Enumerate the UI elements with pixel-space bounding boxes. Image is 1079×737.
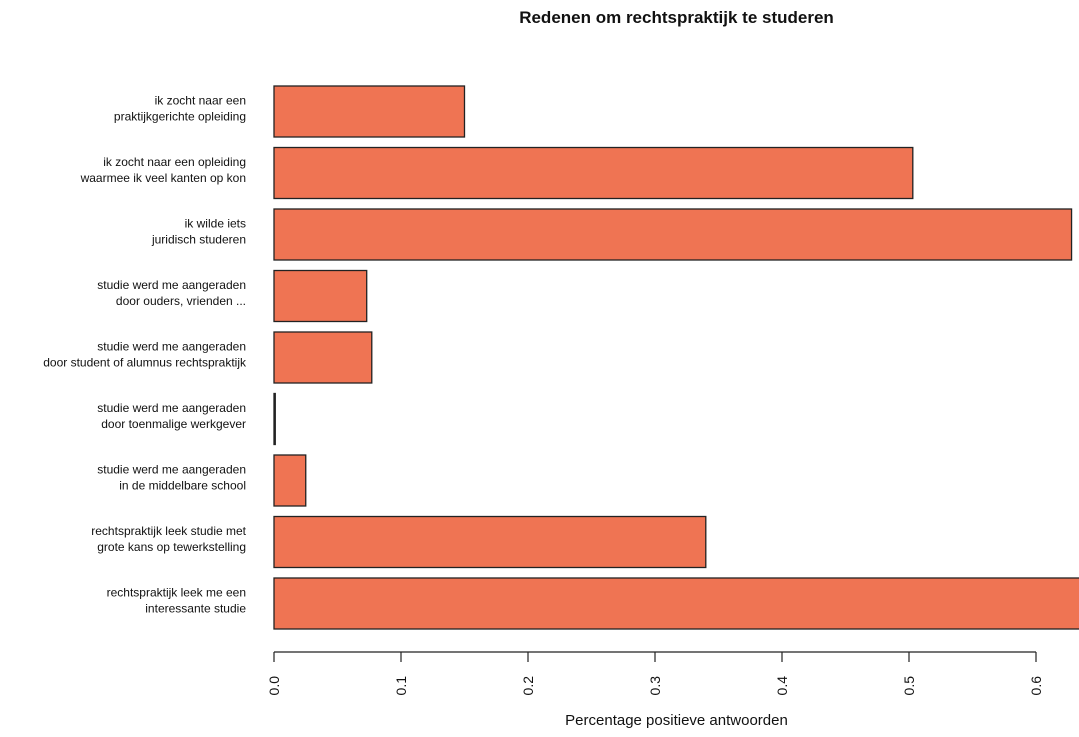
x-tick-label: 0.0: [266, 676, 282, 696]
category-label: studie werd me aangeraden door student of…: [43, 340, 247, 370]
category-label: rechtspraktijk leek studie met grote kans…: [91, 524, 246, 554]
bar: [273, 85, 466, 138]
bar: [273, 392, 276, 446]
bar: [273, 454, 307, 507]
x-tick-label: 0.3: [647, 676, 663, 696]
bar: [273, 269, 368, 323]
category-label: studie werd me aangeraden door ouders, vr…: [97, 278, 246, 308]
bar: [273, 208, 1073, 261]
category-label: ik zocht naar een praktijkgerichte opleid…: [114, 94, 246, 124]
x-axis-label: Percentage positieve antwoorden: [565, 712, 788, 729]
category-label: rechtspraktijk leek me een interessante s…: [107, 586, 247, 616]
x-tick-label: 0.2: [520, 676, 536, 696]
bar: [273, 577, 1079, 630]
category-label: studie werd me aangeraden door toenmalige…: [97, 401, 246, 431]
x-tick-label: 0.6: [1028, 676, 1044, 696]
bar: [273, 146, 914, 200]
x-tick-label: 0.5: [901, 676, 917, 696]
x-tick-label: 0.1: [393, 676, 409, 696]
bar: [273, 515, 707, 569]
x-tick-label: 0.4: [774, 676, 790, 696]
category-label: ik wilde iets juridisch studeren: [151, 217, 246, 247]
category-label: ik zocht naar een opleiding waarmee ik ve…: [80, 155, 246, 185]
category-label: studie werd me aangeraden in de middelbar…: [97, 463, 246, 493]
chart-title: Redenen om rechtspraktijk te studeren: [519, 8, 834, 27]
bar: [273, 331, 373, 384]
